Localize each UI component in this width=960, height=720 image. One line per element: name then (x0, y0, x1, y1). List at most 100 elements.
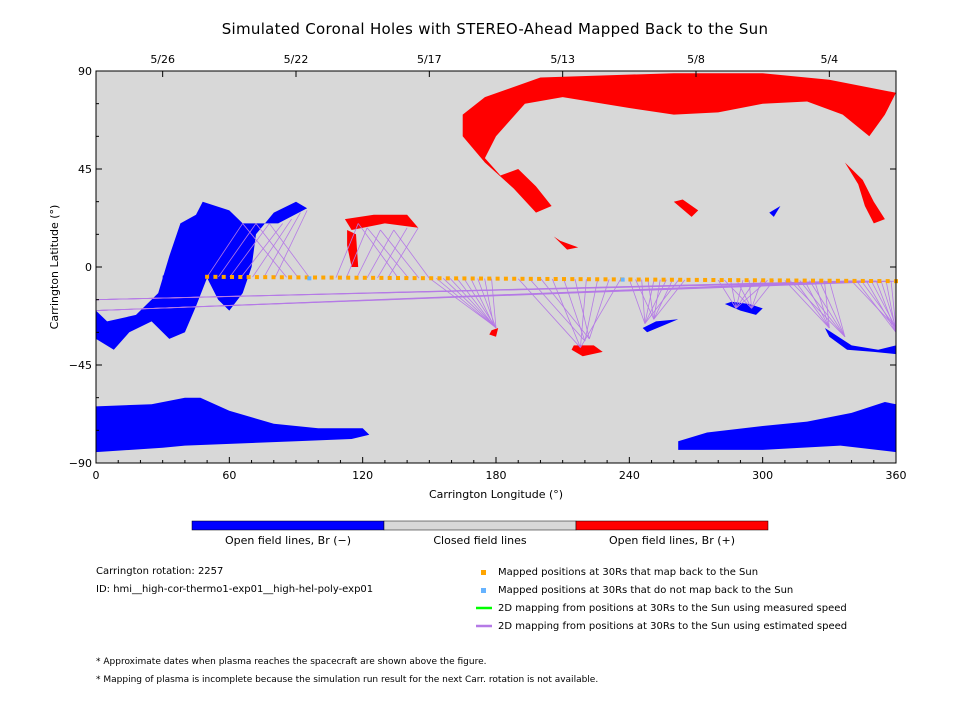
mapped-point (736, 278, 741, 283)
colorbar-positive (575, 520, 769, 531)
mapped-point (396, 276, 401, 281)
mapped-point (362, 275, 367, 280)
mapping-line (890, 281, 896, 329)
mapped-point (412, 276, 417, 281)
mapping-line (393, 229, 430, 279)
y-axis-label: Carrington Latitude (°) (48, 205, 61, 330)
mapped-point (288, 275, 293, 280)
top-date-label: 5/26 (150, 53, 175, 66)
top-date-label: 5/17 (417, 53, 442, 66)
mapping-line (804, 280, 830, 329)
mapped-point (304, 275, 309, 280)
mapped-point (794, 278, 799, 283)
x-tick-label: 120 (352, 469, 373, 482)
mapped-point (537, 276, 542, 281)
mapped-point (379, 275, 384, 280)
mapping-line (435, 277, 497, 329)
negative-hole-1 (678, 402, 896, 453)
mapped-point (885, 279, 890, 284)
mapped-point (694, 277, 699, 282)
legend-estimated-label: 2D mapping from positions at 30Rs to the… (498, 621, 848, 632)
mapped-point (595, 277, 600, 282)
mapping-line (335, 223, 359, 278)
y-tick-label: 45 (78, 163, 92, 176)
mapped-point (420, 276, 425, 281)
carrington-rotation: Carrington rotation: 2257 (96, 566, 224, 577)
legend-measured-label: 2D mapping from positions at 30Rs to the… (498, 603, 847, 614)
mapped-point (445, 276, 450, 281)
mapped-point (238, 275, 243, 280)
negative-hole-7 (769, 206, 781, 217)
mapping-line (870, 280, 896, 329)
mapped-point (752, 278, 757, 283)
mapping-line (563, 278, 586, 342)
mapped-point (860, 278, 865, 283)
mapped-point (246, 275, 251, 280)
mapped-point (387, 275, 392, 280)
mapped-point (230, 274, 235, 279)
mapped-point (653, 277, 658, 282)
mapped-point (628, 277, 633, 282)
run-id: ID: hmi__high-cor-thermo1-exp01__high-he… (96, 584, 374, 595)
negative-hole-2 (96, 201, 308, 350)
x-tick-label: 300 (752, 469, 773, 482)
mapping-line (346, 227, 368, 278)
mapping-line (274, 210, 308, 278)
mapped-point (503, 276, 508, 281)
mapping-line (357, 223, 399, 279)
mapped-point (877, 279, 882, 284)
mapping-line (644, 279, 667, 324)
mapped-point (719, 278, 724, 283)
mapped-point (205, 274, 210, 279)
mapping-line (387, 227, 419, 279)
mapped-point (852, 278, 857, 283)
x-tick-label: 360 (886, 469, 907, 482)
x-tick-label: 180 (486, 469, 507, 482)
y-tick-label: −90 (69, 457, 92, 470)
mapping-line (588, 279, 610, 339)
mapped-point (578, 277, 583, 282)
mapping-line (255, 223, 299, 278)
mapping-line (819, 280, 846, 337)
mapped-point (479, 276, 484, 281)
mapped-point (254, 275, 259, 280)
mapped-point (686, 277, 691, 282)
positive-hole-1 (844, 162, 885, 224)
mapping-line (252, 218, 292, 278)
mapped-point (827, 278, 832, 283)
x-tick-label: 0 (93, 469, 100, 482)
mapping-line (574, 279, 590, 339)
top-date-label: 5/8 (687, 53, 705, 66)
mapping-line (449, 278, 497, 329)
mapped-point (869, 278, 874, 283)
mapping-line (269, 223, 310, 278)
mapped-point (429, 276, 434, 281)
unmapped-point (307, 276, 312, 281)
unmapped-point (620, 277, 625, 282)
mapped-point (603, 277, 608, 282)
mapped-point (786, 278, 791, 283)
mapped-point (321, 275, 326, 280)
mapped-point (611, 277, 616, 282)
mapping-line (206, 223, 243, 278)
top-date-label: 5/22 (284, 53, 309, 66)
mapped-point (661, 277, 666, 282)
mapped-point (329, 275, 334, 280)
mapped-point (371, 275, 376, 280)
positive-hole-7 (489, 328, 499, 337)
mapped-point (811, 278, 816, 283)
mapping-line (470, 278, 495, 326)
positive-hole-3 (347, 230, 359, 267)
mapped-point (354, 275, 359, 280)
mapping-line (784, 280, 830, 329)
mapped-point (528, 276, 533, 281)
mapped-point (520, 276, 525, 281)
mapping-line (242, 223, 287, 278)
x-tick-label: 60 (222, 469, 236, 482)
mapping-line (491, 278, 497, 329)
mapped-point (844, 278, 849, 283)
mapped-point (777, 278, 782, 283)
x-axis-label: Carrington Longitude (°) (429, 488, 563, 501)
mapped-point (545, 276, 550, 281)
mapped-point (263, 275, 268, 280)
